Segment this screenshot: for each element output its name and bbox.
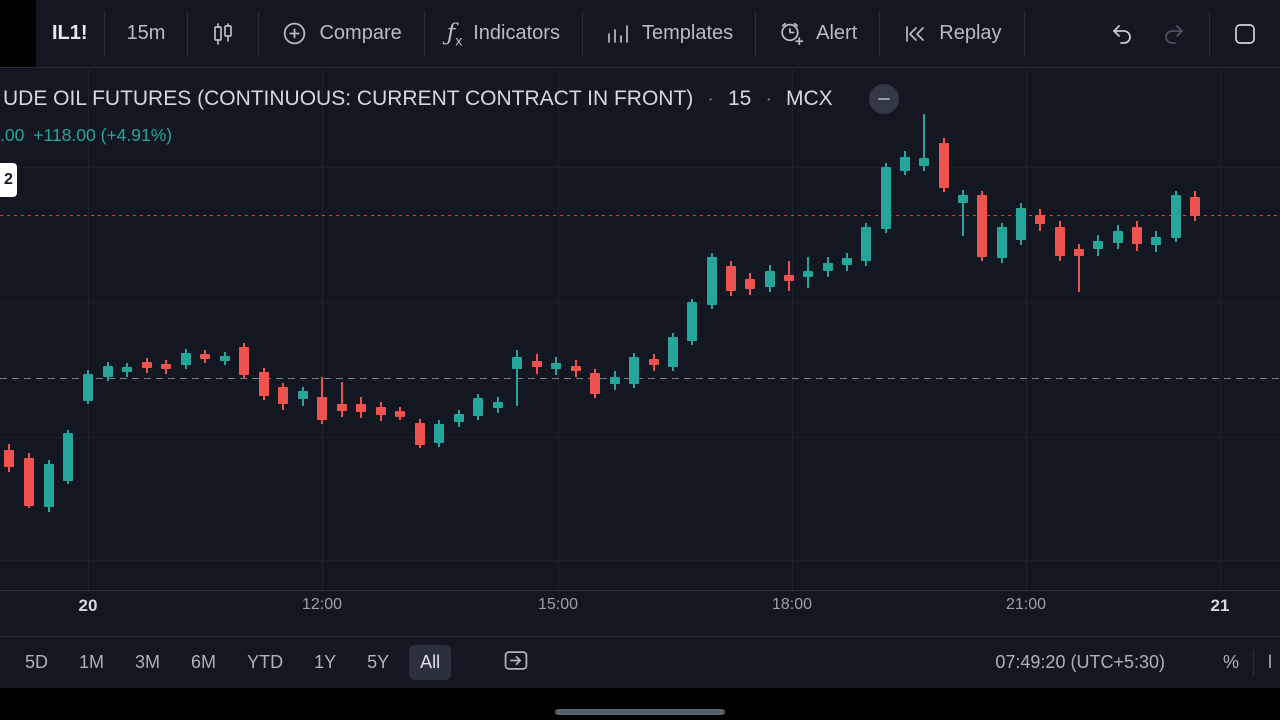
system-navigation-area <box>0 688 1280 720</box>
square-layout-icon <box>1232 21 1258 47</box>
toolbar-separator <box>755 10 757 57</box>
replay-label: Replay <box>939 22 1002 44</box>
time-axis-label: 21 <box>1210 596 1230 615</box>
toolbar-separator <box>103 10 105 57</box>
time-axis-label: 12:00 <box>301 596 343 613</box>
range-button-ytd[interactable]: YTD <box>236 645 294 680</box>
gesture-handle[interactable] <box>555 709 725 715</box>
time-axis-label: 15:00 <box>537 596 579 613</box>
left-price-tag: 2 <box>0 163 17 197</box>
range-button-5y[interactable]: 5Y <box>356 645 400 680</box>
toolbar-separator <box>879 10 881 57</box>
undo-button[interactable] <box>1109 21 1135 47</box>
toolbar-separator <box>1209 10 1210 57</box>
left-price-tag-label: 2 <box>4 171 13 188</box>
toolbar-separator <box>187 10 189 57</box>
exchange-label: MCX <box>786 87 833 110</box>
replay-button[interactable]: Replay <box>880 0 1023 67</box>
legend-separator-dot: · <box>707 87 714 110</box>
alert-clock-icon <box>778 20 805 47</box>
legend-collapse-button[interactable] <box>868 84 899 114</box>
toolbar-separator <box>258 10 260 57</box>
indicators-button[interactable]: ƒx Indicators <box>425 0 582 67</box>
alert-label: Alert <box>816 22 858 44</box>
go-to-date-icon <box>502 648 530 678</box>
replay-icon <box>902 21 928 47</box>
range-button-all[interactable]: All <box>409 645 452 680</box>
symbol-label: IL1! <box>52 22 88 44</box>
range-button-5d[interactable]: 5D <box>14 645 59 680</box>
price-change-text: +118.00 (+4.91%) <box>33 125 173 145</box>
interval-button[interactable]: 15m <box>105 0 188 67</box>
range-button-3m[interactable]: 3M <box>124 645 171 680</box>
session-clock[interactable]: 07:49:20 (UTC+5:30) <box>995 652 1165 672</box>
top-toolbar: IL1! 15m Compare ƒx Indicators <box>0 0 1280 68</box>
time-axis-label: 18:00 <box>771 596 813 613</box>
candlestick-chart-icon <box>210 21 236 47</box>
chart-legend: UDE OIL FUTURES (CONTINUOUS: CURRENT CON… <box>0 84 899 146</box>
minus-icon <box>877 98 890 100</box>
log-scale-toggle[interactable]: l <box>1268 652 1272 672</box>
time-axis-border <box>0 590 1280 591</box>
undo-redo-group <box>1087 0 1209 67</box>
legend-separator-dot: · <box>765 87 772 110</box>
percent-scale-toggle[interactable]: % <box>1222 652 1239 672</box>
bottom-toolbar: 5D 1M 3M 6M YTD 1Y 5Y All 07:49:20 (UTC+… <box>0 636 1280 688</box>
previous-close-dashed-line <box>0 378 1280 379</box>
symbol-button[interactable]: IL1! <box>36 0 104 67</box>
range-button-1y[interactable]: 1Y <box>303 645 347 680</box>
chart-type-button[interactable] <box>188 0 258 67</box>
compare-button[interactable]: Compare <box>259 0 423 67</box>
time-axis-label: 20 <box>78 596 98 615</box>
range-button-6m[interactable]: 6M <box>180 645 227 680</box>
toolbar-separator <box>581 10 583 57</box>
templates-button[interactable]: Templates <box>583 0 755 67</box>
layout-button[interactable] <box>1210 0 1280 67</box>
price-change-row: .00 +118.00 (+4.91%) <box>0 125 899 146</box>
compare-plus-icon <box>281 20 308 47</box>
chart-interval-label: 15 <box>727 87 752 110</box>
bottom-bar-separator <box>1253 649 1254 676</box>
left-black-spacer <box>0 0 36 67</box>
redo-button[interactable] <box>1161 21 1187 47</box>
toolbar-separator <box>1023 10 1025 57</box>
templates-icon <box>605 21 631 47</box>
templates-label: Templates <box>641 22 734 44</box>
alert-button[interactable]: Alert <box>756 0 879 67</box>
toolbar-separator <box>423 10 425 57</box>
last-price-fragment: .00 <box>0 125 25 145</box>
current-price-dashed-line <box>0 215 1280 216</box>
indicators-fx-icon: ƒx <box>446 19 463 49</box>
range-button-1m[interactable]: 1M <box>68 645 115 680</box>
time-axis-label: 21:00 <box>1005 596 1047 613</box>
go-to-date-button[interactable] <box>502 648 530 678</box>
interval-label: 15m <box>126 22 166 44</box>
compare-label: Compare <box>319 22 402 44</box>
indicators-label: Indicators <box>473 22 560 44</box>
chart-title[interactable]: UDE OIL FUTURES (CONTINUOUS: CURRENT CON… <box>3 87 694 110</box>
